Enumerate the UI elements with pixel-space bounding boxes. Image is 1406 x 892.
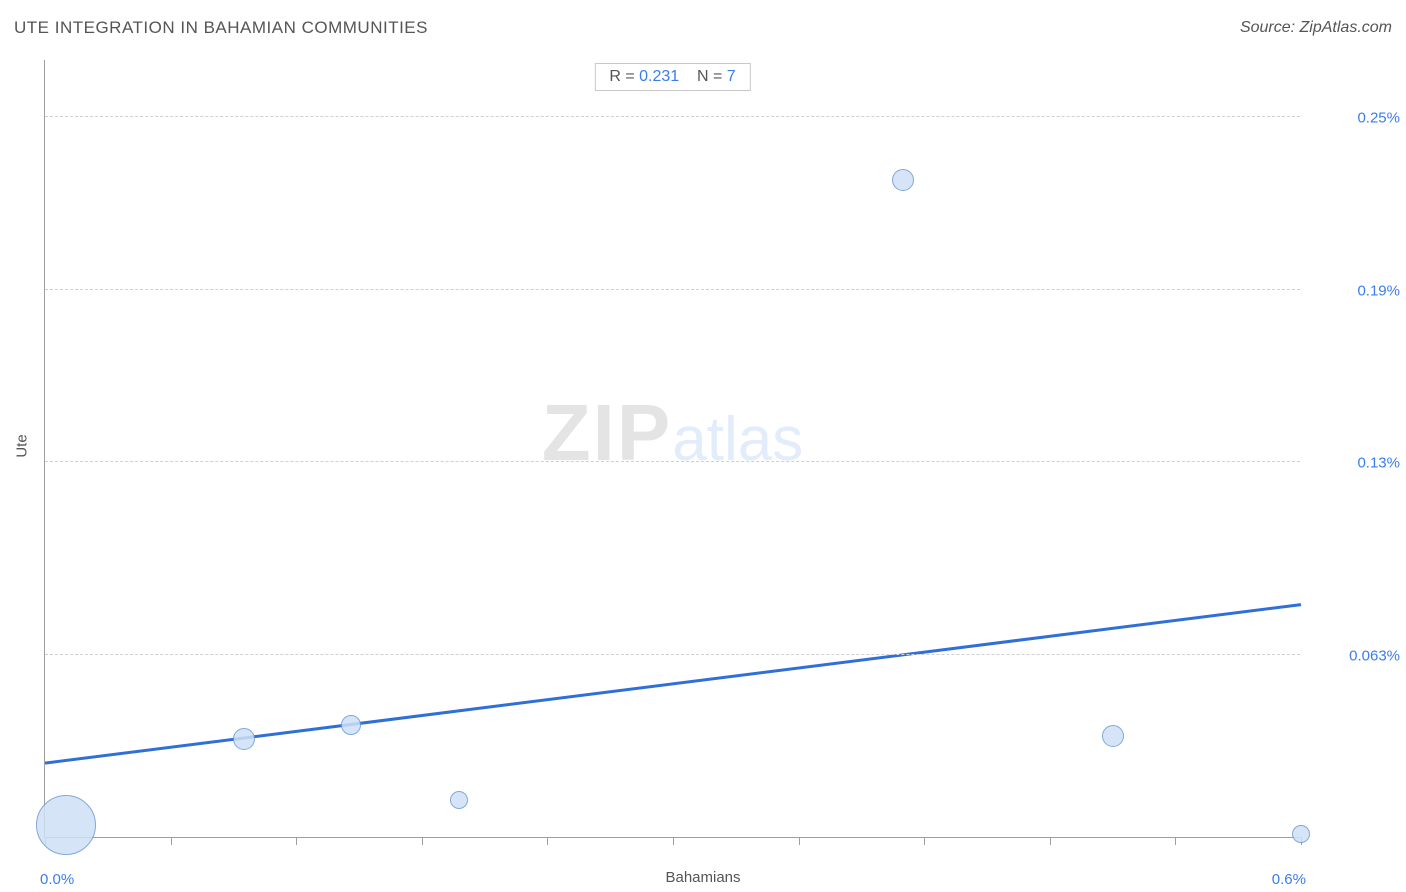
chart-title: UTE INTEGRATION IN BAHAMIAN COMMUNITIES [14,18,428,38]
gridline [45,116,1300,117]
x-tick [673,837,674,845]
gridline [45,461,1300,462]
y-tick-label: 0.063% [1349,648,1400,665]
x-axis-label: Bahamians [665,869,740,886]
data-point[interactable] [892,169,914,191]
y-axis-label: Ute [14,434,31,457]
chart-source: Source: ZipAtlas.com [1240,19,1392,37]
data-point[interactable] [233,728,255,750]
gridline [45,654,1300,655]
chart-header: UTE INTEGRATION IN BAHAMIAN COMMUNITIES … [14,18,1392,38]
data-point[interactable] [450,791,468,809]
x-max-tick-label: 0.6% [1272,871,1306,888]
x-tick [547,837,548,845]
x-tick [1050,837,1051,845]
data-point[interactable] [341,715,361,735]
x-tick [924,837,925,845]
x-tick [422,837,423,845]
data-point[interactable] [1292,825,1310,843]
x-tick [296,837,297,845]
y-tick-label: 0.25% [1357,109,1400,126]
trend-line-svg [45,60,1300,837]
x-origin-tick-label: 0.0% [40,871,74,888]
x-tick [1175,837,1176,845]
scatter-plot-area: ZIPatlas R = 0.231 N = 7 [44,60,1300,838]
data-point[interactable] [36,795,96,855]
x-tick [171,837,172,845]
y-tick-label: 0.19% [1357,282,1400,299]
y-tick-label: 0.13% [1357,455,1400,472]
data-point[interactable] [1102,725,1124,747]
x-tick [799,837,800,845]
gridline [45,289,1300,290]
